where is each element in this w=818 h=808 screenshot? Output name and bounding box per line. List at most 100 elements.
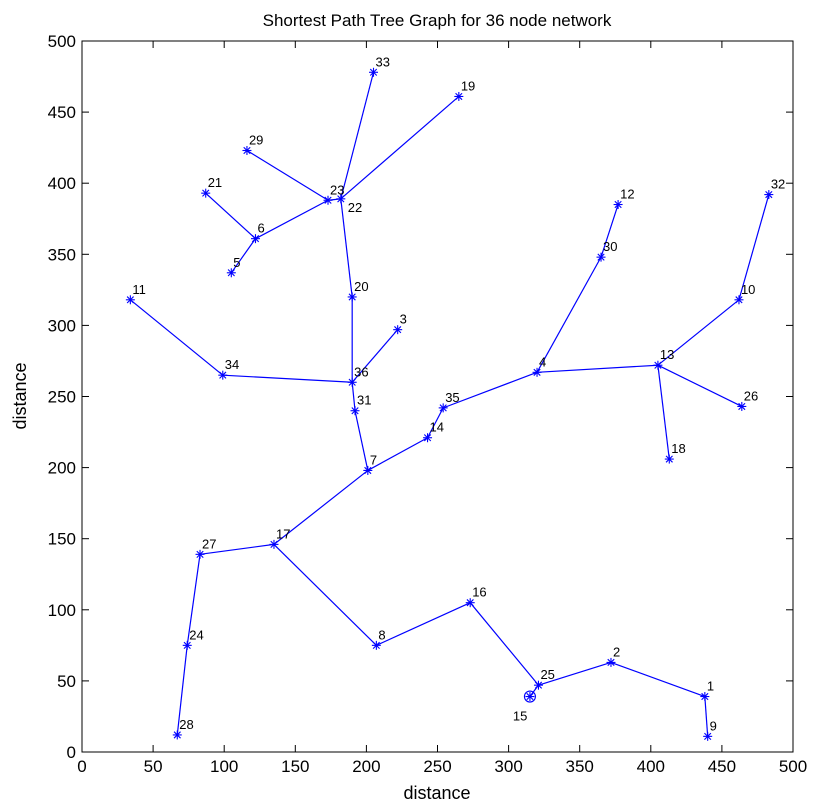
y-tick-label: 300: [48, 316, 76, 335]
node-label-7: 7: [370, 452, 377, 467]
tree-edge-16-8: [376, 602, 471, 646]
node-marker-24: [182, 640, 192, 650]
node-marker-36: [347, 377, 357, 387]
tree-edge-27-24: [186, 554, 201, 646]
tree-edge-8-17: [273, 543, 377, 646]
tree-edge-22-19: [340, 96, 460, 200]
node-marker-3: [393, 325, 403, 335]
x-tick-label: 400: [637, 757, 665, 776]
node-marker-32: [764, 190, 774, 200]
node-label-12: 12: [620, 187, 634, 202]
tree-edge-7-31: [354, 410, 369, 471]
tree-edge-13-10: [657, 299, 740, 366]
axis-ticks: 0 50 100 150 200 250 300 350 400 450 500 0 50 100 150 2…: [48, 32, 808, 776]
node-marker-5: [226, 268, 236, 278]
node-label-15: 15: [513, 709, 527, 724]
node-marker-15: [523, 690, 536, 703]
node-marker-8: [371, 640, 381, 650]
tree-edge-25-16: [469, 602, 539, 686]
node-label-14: 14: [430, 420, 444, 435]
node-label-22: 22: [348, 200, 362, 215]
tree-nodes: [125, 67, 774, 741]
tree-edge-36-3: [351, 329, 399, 383]
tree-edge-23-6: [255, 199, 329, 240]
node-marker-33: [369, 67, 379, 77]
tree-edge-35-4: [442, 371, 538, 409]
node-marker-1: [700, 692, 710, 702]
node-marker-14: [423, 433, 433, 443]
node-marker-26: [737, 401, 747, 411]
x-tick-label: 100: [210, 757, 238, 776]
node-label-9: 9: [710, 718, 717, 733]
tree-edge-13-18: [657, 365, 670, 460]
tree-edge-24-28: [176, 645, 188, 736]
tree-edge-20-22: [340, 198, 353, 298]
root-node-circle: [523, 690, 536, 703]
node-label-28: 28: [179, 717, 193, 732]
node-label-1: 1: [707, 679, 714, 694]
node-marker-19: [454, 91, 464, 101]
y-axis-label: distance: [10, 362, 30, 429]
node-label-26: 26: [744, 388, 758, 403]
x-tick-label: 300: [494, 757, 522, 776]
node-marker-6: [250, 234, 260, 244]
node-label-10: 10: [741, 282, 755, 297]
node-marker-27: [195, 549, 205, 559]
node-marker-12: [613, 200, 623, 210]
node-label-5: 5: [233, 255, 240, 270]
x-tick-label: 350: [566, 757, 594, 776]
y-tick-label: 200: [48, 459, 76, 478]
node-marker-34: [218, 370, 228, 380]
y-tick-label: 350: [48, 245, 76, 264]
x-tick-label: 450: [708, 757, 736, 776]
tree-edge-13-26: [657, 364, 743, 407]
plot-area-frame: [81, 40, 794, 753]
node-label-13: 13: [660, 347, 674, 362]
node-label-29: 29: [249, 132, 263, 147]
node-label-21: 21: [208, 175, 222, 190]
tree-edge-23-29: [246, 149, 329, 201]
node-label-4: 4: [539, 354, 546, 369]
node-label-11: 11: [132, 282, 146, 297]
node-marker-23: [323, 195, 333, 205]
node-label-6: 6: [257, 221, 264, 236]
node-marker-9: [703, 731, 713, 741]
node-marker-29: [242, 145, 252, 155]
y-tick-label: 50: [57, 672, 76, 691]
tree-edge-1-9: [704, 696, 709, 737]
node-marker-18: [664, 454, 674, 464]
tree-edge-36-34: [222, 374, 353, 383]
node-marker-7: [363, 465, 373, 475]
chart-title: Shortest Path Tree Graph for 36 node net…: [263, 11, 612, 30]
node-label-32: 32: [771, 177, 785, 192]
node-label-27: 27: [202, 536, 216, 551]
tree-edge-10-32: [738, 194, 770, 300]
x-tick-label: 0: [77, 757, 86, 776]
x-tick-label: 200: [352, 757, 380, 776]
tree-edge-6-21: [205, 192, 256, 240]
node-label-8: 8: [378, 627, 385, 642]
node-marker-16: [465, 598, 475, 608]
tree-edge-7-14: [367, 437, 428, 471]
tree-edge-22-33: [340, 72, 375, 199]
y-tick-label: 0: [67, 743, 76, 762]
x-tick-label: 50: [144, 757, 163, 776]
node-marker-25: [533, 680, 543, 690]
y-tick-label: 500: [48, 32, 76, 51]
node-label-25: 25: [540, 667, 554, 682]
node-marker-4: [532, 367, 542, 377]
node-label-35: 35: [445, 390, 459, 405]
node-label-23: 23: [330, 182, 344, 197]
node-label-30: 30: [603, 239, 617, 254]
y-tick-label: 100: [48, 601, 76, 620]
y-tick-label: 450: [48, 103, 76, 122]
node-label-34: 34: [225, 357, 239, 372]
tree-edge-25-2: [538, 661, 612, 686]
node-label-2: 2: [613, 644, 620, 659]
x-tick-label: 150: [281, 757, 309, 776]
node-marker-31: [350, 406, 360, 416]
node-marker-10: [734, 295, 744, 305]
node-label-31: 31: [357, 393, 371, 408]
node-marker-20: [347, 292, 357, 302]
